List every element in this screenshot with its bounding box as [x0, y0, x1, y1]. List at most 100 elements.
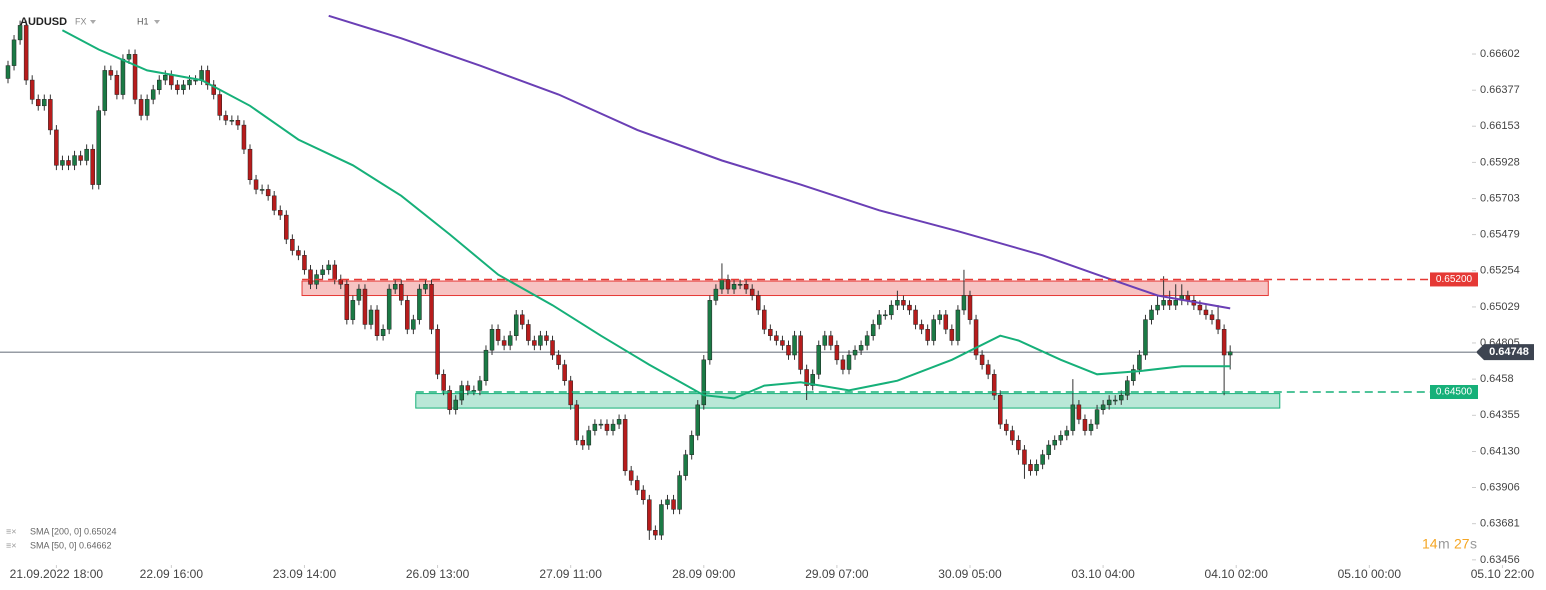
candle-body — [217, 94, 223, 116]
candle-body — [780, 340, 785, 346]
candle-body — [453, 399, 458, 410]
y-tick-label: 0.65254 — [1480, 265, 1520, 277]
symbol[interactable]: AUDUSD — [20, 16, 67, 28]
candle-body — [513, 314, 519, 336]
x-tick-label: 29.09 07:00 — [805, 567, 869, 581]
candle-body — [1046, 444, 1051, 455]
candle-body — [1167, 300, 1172, 306]
candle-body — [562, 364, 567, 381]
candle-body — [271, 195, 277, 211]
candle-body — [169, 74, 174, 86]
candle-body — [768, 329, 773, 336]
x-tick-label: 22.09 16:00 — [140, 567, 204, 581]
candle-body — [471, 390, 477, 392]
timer-unit: m — [1438, 536, 1450, 552]
candle-body — [308, 269, 313, 285]
candle-body — [1094, 409, 1100, 425]
level-tag — [1430, 272, 1478, 287]
candle-body — [120, 58, 126, 95]
candle-body — [641, 489, 646, 500]
candle-body — [689, 435, 694, 455]
candle-body — [1119, 394, 1124, 401]
candle-body — [647, 499, 652, 531]
dropdown-icon[interactable] — [90, 20, 96, 24]
candle-body — [749, 288, 755, 296]
zone — [301, 280, 1269, 297]
candle-body — [435, 329, 440, 375]
legend-label: SMA [50, 0] 0.64662 — [30, 540, 112, 550]
candle-body — [556, 354, 561, 365]
x-tick-label: 05.10 00:00 — [1338, 567, 1402, 581]
candle-body — [665, 499, 670, 505]
candle-body — [1173, 300, 1178, 306]
candle-body — [54, 129, 59, 166]
candle-body — [465, 385, 471, 391]
dropdown-icon[interactable] — [154, 20, 160, 24]
candle-body — [955, 309, 961, 341]
candle-body — [114, 74, 120, 95]
candle-body — [380, 329, 386, 336]
candle-body — [580, 439, 586, 446]
candle-body — [1227, 351, 1233, 356]
candle-body — [731, 284, 737, 290]
candle-body — [42, 99, 47, 107]
candle-body — [701, 359, 707, 406]
candle-body — [653, 530, 658, 536]
y-tick-label: 0.65029 — [1480, 301, 1520, 313]
candle-body — [386, 288, 392, 330]
y-tick-label: 0.6458 — [1480, 373, 1514, 385]
candle-body — [126, 54, 132, 60]
candle-body — [205, 70, 210, 86]
candle-body — [84, 148, 89, 161]
candle-body — [326, 264, 331, 271]
candle-body — [913, 309, 918, 325]
candle-body — [979, 354, 985, 365]
candle-body — [532, 340, 537, 346]
candle-body — [852, 349, 858, 356]
candle-body — [429, 284, 434, 330]
candle-body — [483, 349, 489, 381]
candle-body — [356, 288, 362, 301]
candle-body — [29, 79, 35, 100]
candle-body — [163, 74, 168, 81]
candle-body — [175, 84, 180, 90]
candle-body — [265, 189, 271, 197]
candle-body — [1125, 380, 1130, 396]
candle-body — [150, 89, 156, 100]
candle-body — [332, 264, 337, 280]
x-tick-label: 05.10 22:00 — [1471, 567, 1535, 581]
timer-unit: s — [1470, 536, 1477, 552]
candle-body — [1034, 464, 1039, 472]
candle-body — [1221, 329, 1227, 356]
x-tick-label: 03.10 04:00 — [1071, 567, 1135, 581]
last-price-tag — [1476, 344, 1534, 361]
timeframe[interactable]: H1 — [137, 16, 149, 26]
candle-body — [290, 238, 295, 251]
market[interactable]: FX — [75, 16, 87, 26]
candle-body — [489, 329, 495, 351]
candle-body — [1040, 454, 1045, 465]
candle-body — [634, 480, 640, 491]
candle-body — [725, 279, 731, 290]
y-tick-label: 0.63906 — [1480, 481, 1520, 493]
candle-body — [846, 354, 852, 370]
candle-body — [574, 404, 579, 441]
legend-icon: ≡× — [6, 540, 17, 550]
candle-body — [1149, 309, 1154, 320]
candle-body — [241, 124, 247, 150]
candle-body — [441, 374, 446, 391]
candle-body — [229, 120, 235, 122]
y-tick-label: 0.66602 — [1480, 48, 1520, 60]
candle-body — [78, 155, 83, 161]
candle-body — [616, 419, 622, 425]
candle-body — [822, 335, 828, 346]
y-tick-label: 0.66377 — [1480, 84, 1520, 96]
candle-body — [11, 39, 17, 66]
candle-body — [181, 84, 186, 90]
candle-body — [108, 70, 114, 76]
candle-body — [1112, 399, 1118, 402]
candle-body — [967, 295, 973, 320]
candle-body — [925, 329, 930, 341]
candle-body — [707, 300, 713, 361]
